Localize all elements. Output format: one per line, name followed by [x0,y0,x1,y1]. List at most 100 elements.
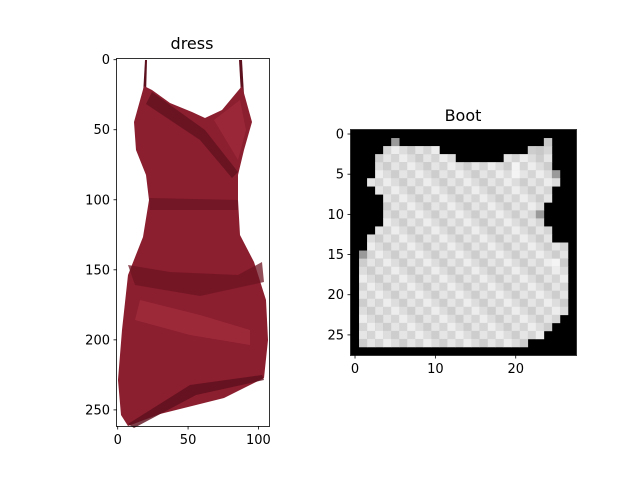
boot-pixel [471,282,480,292]
boot-pixel [535,234,545,243]
boot-pixel [519,226,529,235]
boot-pixel [399,274,408,283]
dress-ytick-label: 100 [85,193,110,208]
boot-pixel [463,338,472,348]
boot-pixel [415,314,424,324]
boot-pixel [503,218,513,227]
boot-pixel [471,226,480,235]
boot-pixel [391,314,400,324]
boot-pixel [535,266,545,275]
boot-pixel [527,154,537,163]
boot-pixel [431,194,440,203]
boot-pixel [431,170,440,179]
dress-xtick-label: 100 [246,433,271,448]
boot-pixel [431,282,440,292]
boot-pixel [535,274,545,283]
boot-pixel [391,186,400,195]
boot-pixel [527,258,537,267]
boot-pixel [391,242,400,251]
boot-pixel [383,202,392,211]
boot-pixel [383,170,392,179]
boot-pixel [487,202,496,211]
boot-pixel [375,234,384,243]
boot-pixel [439,154,448,163]
boot-pixel [399,162,408,171]
boot-pixel [391,250,400,259]
boot-pixel [511,170,521,179]
boot-pixel [487,226,496,235]
boot-pixel [535,194,545,203]
boot-pixel [359,290,368,300]
boot-pixel [543,298,553,308]
boot-pixel [423,282,432,292]
boot-pixel [527,306,537,316]
boot-pixel [495,194,504,203]
boot-pixel [487,210,496,219]
boot-pixel [431,226,440,235]
boot-pixel [375,258,384,267]
boot-pixel [511,330,521,340]
boot-pixel [431,314,440,324]
boot-pixel [535,282,545,292]
boot-pixel [519,218,529,227]
boot-pixel [423,330,432,340]
boot-pixel [471,258,480,267]
boot-pixel [407,186,416,195]
boot-xtick-label: 0 [351,362,359,377]
boot-pixel [527,290,537,300]
dress-ytick-label: 200 [85,333,110,348]
boot-pixel [383,186,392,195]
boot-pixel [407,290,416,300]
boot-pixel [391,162,400,171]
boot-pixel [543,314,553,324]
boot-pixel [391,290,400,300]
boot-pixel [511,178,521,187]
boot-pixel [431,210,440,219]
boot-pixel [535,306,545,316]
boot-pixel [439,330,448,340]
boot-pixel [503,298,513,308]
boot-pixel [439,242,448,251]
boot-pixel [407,330,416,340]
boot-pixel [495,338,504,348]
boot-pixel [407,226,416,235]
boot-pixel [415,226,424,235]
boot-pixel [399,258,408,267]
boot-pixel [511,298,521,308]
boot-pixel [431,178,440,187]
boot-pixel [511,250,521,259]
boot-pixel [407,162,416,171]
boot-pixel [479,274,488,283]
boot-pixel [519,154,529,163]
boot-pixel [471,162,480,171]
boot-pixel [535,162,545,171]
boot-pixel [479,306,488,316]
boot-pixel [407,218,416,227]
boot-pixel [495,306,504,316]
boot-pixel [511,282,521,292]
boot-pixel [519,338,529,348]
boot-pixel [383,282,392,292]
boot-pixel [463,210,472,219]
boot-pixel [399,298,408,308]
boot-pixel [455,250,464,259]
boot-pixel [543,226,553,235]
boot-pixel [359,330,368,340]
boot-pixel [511,218,521,227]
boot-pixel [519,282,529,292]
boot-pixel [383,258,392,267]
boot-pixel [455,330,464,340]
boot-pixel [519,242,529,251]
boot-pixel [391,178,400,187]
boot-pixel [439,250,448,259]
boot-pixel [495,170,504,179]
boot-pixel [407,242,416,251]
boot-pixel [487,330,496,340]
boot-pixel [479,178,488,187]
boot-pixel [527,218,537,227]
boot-xtick-label: 20 [507,362,524,377]
boot-pixel [383,250,392,259]
boot-pixel [447,250,456,259]
boot-pixel [455,258,464,267]
boot-pixel [455,242,464,251]
